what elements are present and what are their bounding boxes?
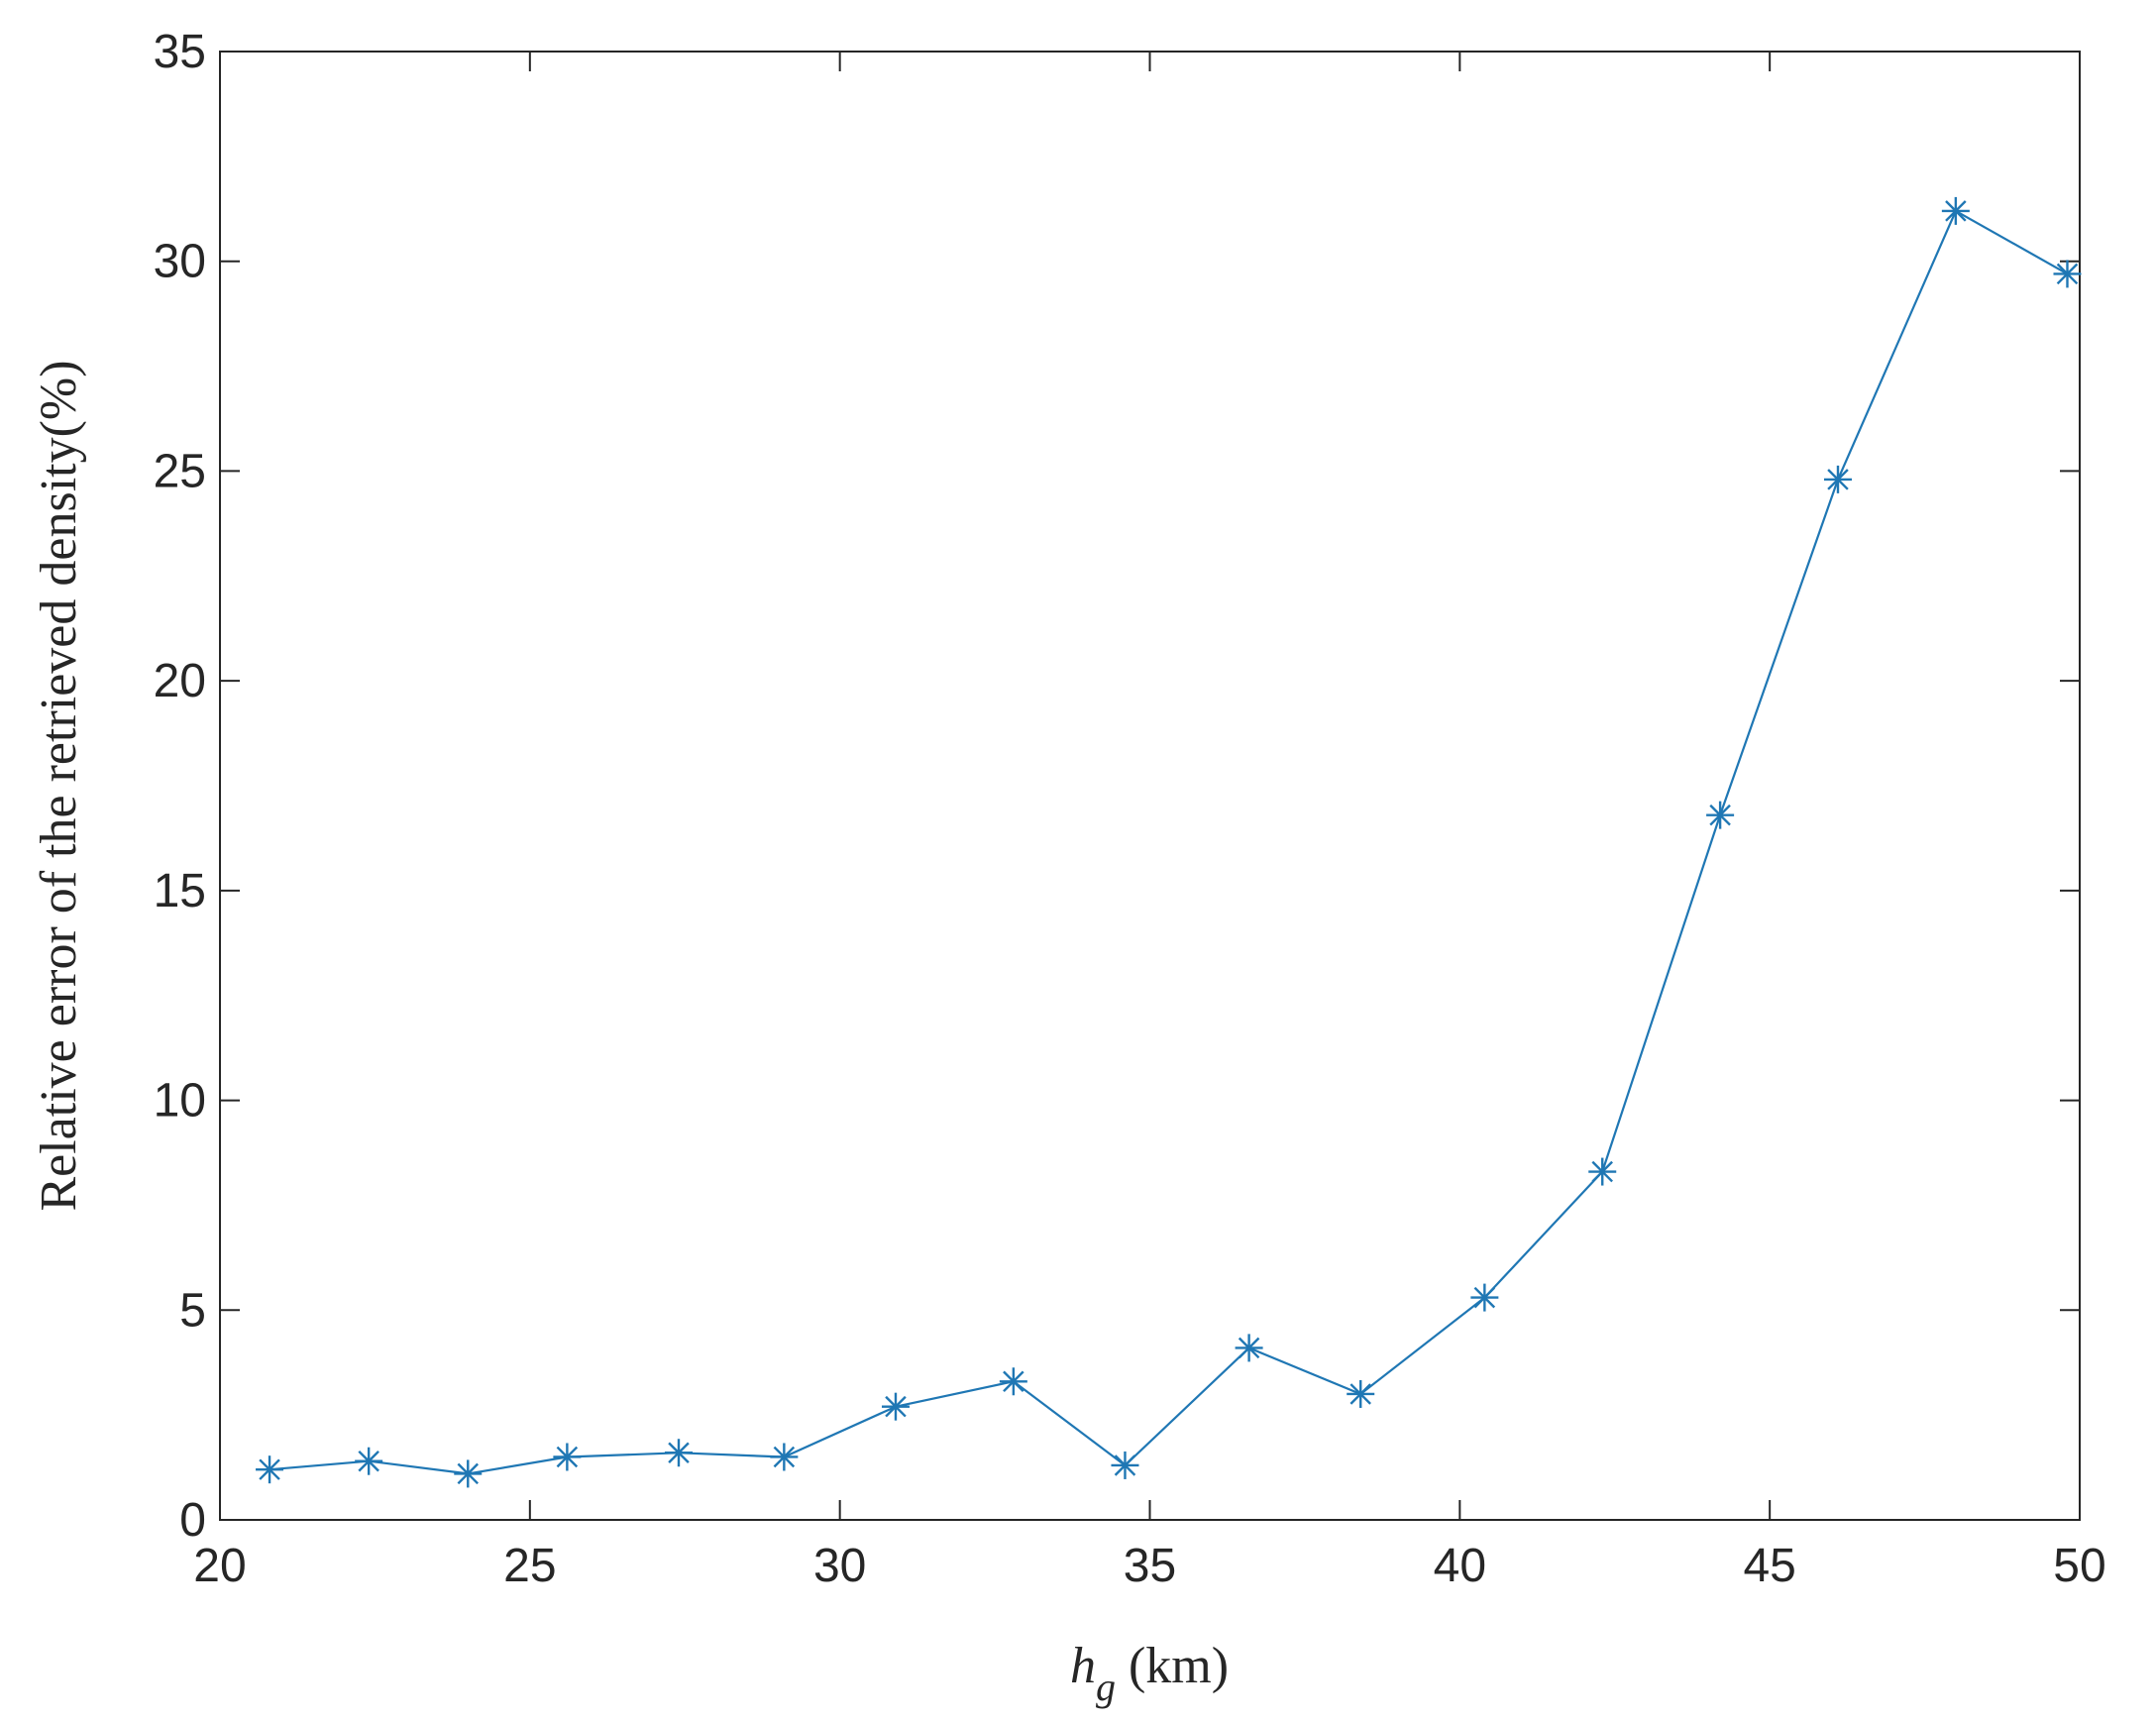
data-point bbox=[2053, 260, 2082, 288]
x-axis-title-subscript: g bbox=[1096, 1665, 1116, 1709]
x-axis-title-unit: (km) bbox=[1116, 1638, 1229, 1694]
y-tick-label: 10 bbox=[154, 1075, 206, 1128]
y-tick-label: 20 bbox=[154, 655, 206, 707]
x-axis-title: hg (km) bbox=[1070, 1638, 1229, 1709]
y-tick-label: 30 bbox=[154, 236, 206, 288]
y-tick-label: 15 bbox=[154, 865, 206, 917]
y-axis: 0 5 10 15 20 25 30 35 bbox=[154, 26, 2080, 1547]
y-tick-label: 0 bbox=[179, 1494, 206, 1547]
x-tick-label: 50 bbox=[2053, 1540, 2105, 1592]
data-point bbox=[770, 1443, 799, 1471]
data-point bbox=[1347, 1379, 1375, 1408]
x-tick-label: 20 bbox=[193, 1540, 246, 1592]
x-axis-title-symbol: h bbox=[1070, 1638, 1096, 1694]
data-point bbox=[256, 1455, 284, 1484]
y-axis-title: Relative error of the retrieved density(… bbox=[31, 360, 87, 1211]
data-point bbox=[664, 1439, 693, 1467]
data-point bbox=[454, 1459, 483, 1488]
data-point bbox=[553, 1443, 582, 1471]
data-point bbox=[355, 1447, 383, 1475]
x-tick-label: 35 bbox=[1124, 1540, 1176, 1592]
data-point bbox=[1588, 1157, 1617, 1186]
series-layer bbox=[256, 196, 2082, 1488]
plot-area bbox=[219, 51, 2081, 1521]
x-tick-label: 40 bbox=[1434, 1540, 1486, 1592]
data-point bbox=[999, 1367, 1027, 1396]
y-tick-label: 25 bbox=[154, 445, 206, 497]
x-tick-label: 45 bbox=[1743, 1540, 1795, 1592]
data-point bbox=[881, 1392, 910, 1421]
x-tick-label: 25 bbox=[503, 1540, 556, 1592]
data-point bbox=[1941, 196, 1970, 225]
data-point bbox=[1706, 801, 1735, 829]
data-point bbox=[1235, 1334, 1263, 1362]
data-point bbox=[1111, 1451, 1139, 1479]
y-tick-label: 35 bbox=[154, 26, 206, 78]
data-point bbox=[1470, 1283, 1499, 1312]
x-tick-label: 30 bbox=[813, 1540, 866, 1592]
data-point bbox=[1823, 465, 1852, 493]
x-axis: 20 25 30 35 40 45 50 bbox=[193, 52, 2106, 1592]
y-tick-label: 5 bbox=[179, 1284, 206, 1337]
